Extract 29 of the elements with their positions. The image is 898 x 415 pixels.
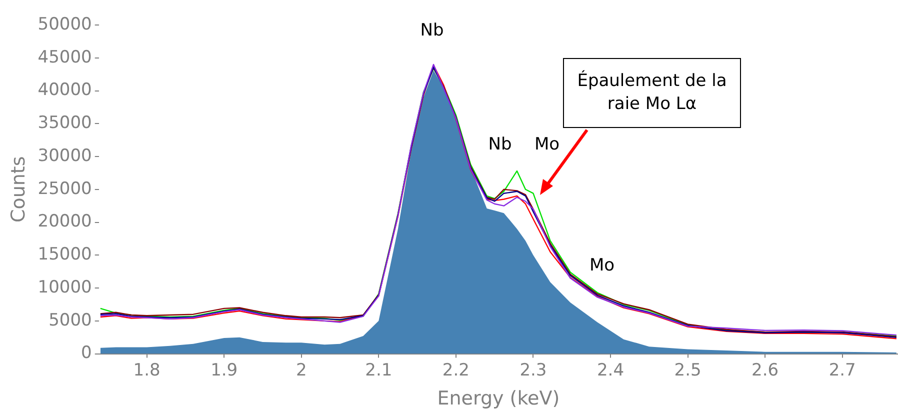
annotation: Nb [488,134,512,154]
y-tick-label: 25000 [38,178,92,199]
x-tick-label: 2.7 [828,360,856,380]
y-tick-label: 50000 [38,14,92,34]
y-tick-label: 20000 [38,212,92,232]
y-tick-label: 15000 [38,244,92,265]
annotation: Mo [534,134,560,154]
y-tick-label: 40000 [38,80,92,100]
annotation: Épaulement de la raie Mo Lα [577,70,727,116]
x-tick-label: 2.3 [520,360,547,380]
x-tick-label: 2.1 [365,360,392,380]
note-box: Épaulement de la raie Mo Lα [563,58,741,128]
y-tick-label: 30000 [38,146,92,166]
x-tick-label: 2.2 [442,360,470,380]
x-tick-label: 2 [296,360,307,380]
y-tick-label: 0 [81,343,92,364]
x-tick-label: 2.5 [674,360,702,380]
annotation: Nb [420,20,444,40]
x-tick-label: 1.8 [133,360,160,380]
y-axis-title: Counts [7,156,30,223]
x-tick-label: 2.6 [752,360,779,380]
x-tick-label: 1.9 [210,360,238,380]
y-tick-label: 35000 [38,113,92,134]
annotation: Mo [589,255,615,276]
y-tick-label: 10000 [38,277,92,298]
x-axis-title: Energy (keV) [437,388,560,410]
x-tick-label: 2.4 [596,360,624,380]
y-tick-label: 5000 [48,310,92,330]
y-tick-label: 45000 [38,47,92,68]
